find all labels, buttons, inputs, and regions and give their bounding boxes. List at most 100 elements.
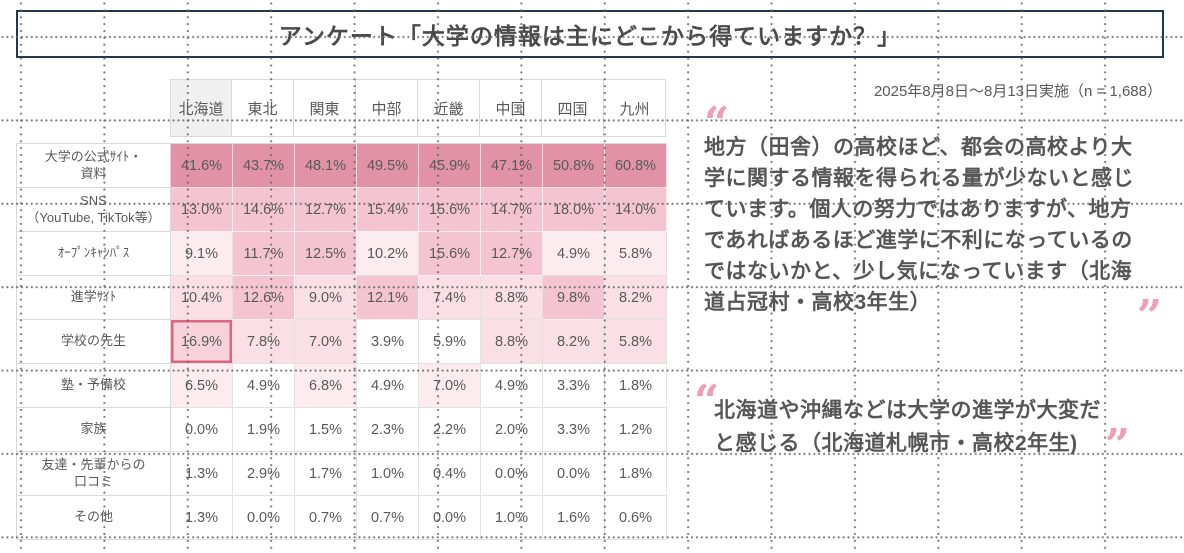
column-header-7: 四国 (542, 79, 604, 137)
heat-cell: 12.7% (295, 188, 357, 232)
heat-cell: 1.5% (295, 408, 357, 452)
heat-cell: 6.5% (171, 364, 233, 408)
heat-cell: 0.7% (295, 496, 357, 540)
close-quote-icon: ” (1104, 420, 1130, 471)
heat-cell: 8.8% (481, 320, 543, 364)
column-header-8: 九州 (604, 79, 666, 137)
heat-cell: 7.0% (419, 364, 481, 408)
heat-cell: 1.0% (357, 452, 419, 496)
open-quote-icon: “ (694, 376, 720, 427)
heat-cell: 1.8% (605, 452, 667, 496)
heat-cell: 47.1% (481, 144, 543, 188)
table-corner-spacer (16, 79, 170, 137)
heat-cell: 10.4% (171, 276, 233, 320)
heatmap-body: 大学の公式ｻｲﾄ・ 資料 41.6% 43.7% 48.1% 49.5% 45.9% 47.… (16, 143, 667, 540)
heat-cell: 0.0% (543, 452, 605, 496)
heat-cell: 2.3% (357, 408, 419, 452)
heat-cell: 1.3% (171, 452, 233, 496)
heat-cell: 1.0% (481, 496, 543, 540)
column-header-4: 中部 (356, 79, 418, 137)
open-quote-icon: “ (704, 98, 730, 149)
heat-cell: 9.1% (171, 232, 233, 276)
heat-cell: 7.0% (295, 320, 357, 364)
heat-cell: 15.6% (419, 232, 481, 276)
row-label: ｵｰﾌﾟﾝｷｬﾝﾊﾟｽ (17, 232, 171, 276)
heat-cell: 12.7% (481, 232, 543, 276)
heat-cell: 14.6% (233, 188, 295, 232)
heat-cell: 0.4% (419, 452, 481, 496)
heat-cell: 60.8% (605, 144, 667, 188)
heat-cell: 5.8% (605, 232, 667, 276)
heat-cell: 15.4% (357, 188, 419, 232)
quote-1-text: 地方（田舎）の高校ほど、都会の高校より大学に関する情報を得られる量が少ないと感じ… (704, 136, 1134, 314)
heat-cell: 12.5% (295, 232, 357, 276)
heat-cell: 6.8% (295, 364, 357, 408)
column-header-6: 中国 (480, 79, 542, 137)
heat-cell: 2.0% (481, 408, 543, 452)
heat-cell: 0.0% (171, 408, 233, 452)
heat-cell: 1.6% (543, 496, 605, 540)
row-label: 進学ｻｲﾄ (17, 276, 171, 320)
survey-meta: 2025年8月8日～8月13日実施（n = 1,688） (873, 83, 1162, 100)
heat-cell: 9.0% (295, 276, 357, 320)
column-header-2: 東北 (232, 79, 294, 137)
heat-cell: 0.0% (419, 496, 481, 540)
heat-cell: 11.7% (233, 232, 295, 276)
quote-2: “ 北海道や沖縄などは大学の進学が大変だと感じる（北海道札幌市・高校2年生) ” (694, 376, 1166, 468)
heat-cell: 5.9% (419, 320, 481, 364)
heat-cell: 50.8% (543, 144, 605, 188)
column-header-3: 関東 (294, 79, 356, 137)
close-quote-icon: ” (1136, 291, 1162, 342)
heat-cell: 9.8% (543, 276, 605, 320)
heat-cell: 10.2% (357, 232, 419, 276)
heat-cell: 5.8% (605, 320, 667, 364)
heat-cell: 15.6% (419, 188, 481, 232)
heat-cell: 4.9% (543, 232, 605, 276)
column-header-5: 近畿 (418, 79, 480, 137)
heat-cell: 7.4% (419, 276, 481, 320)
row-label: 家族 (17, 408, 171, 452)
heat-cell: 2.9% (233, 452, 295, 496)
heat-cell: 1.3% (171, 496, 233, 540)
heat-cell: 2.2% (419, 408, 481, 452)
heatmap-header-row: 北海道 東北 関東 中部 近畿 中国 四国 九州 (16, 79, 666, 137)
heat-cell: 1.2% (605, 408, 667, 452)
heat-cell: 4.9% (357, 364, 419, 408)
survey-title: アンケート「大学の情報は主にどこから得ていますか？」 (278, 23, 902, 49)
row-label: 塾・予備校 (17, 364, 171, 408)
heat-cell: 3.3% (543, 364, 605, 408)
heat-cell: 49.5% (357, 144, 419, 188)
heat-cell: 8.2% (543, 320, 605, 364)
row-label: その他 (17, 496, 171, 540)
column-header-1: 北海道 (170, 79, 232, 137)
heat-cell: 7.8% (233, 320, 295, 364)
heat-cell: 14.0% (605, 188, 667, 232)
row-label: 大学の公式ｻｲﾄ・ 資料 (17, 144, 171, 188)
heat-cell: 14.7% (481, 188, 543, 232)
quote-2-text: 北海道や沖縄などは大学の進学が大変だと感じる（北海道札幌市・高校2年生) (714, 399, 1101, 455)
heat-cell: 43.7% (233, 144, 295, 188)
heat-cell: 3.3% (543, 408, 605, 452)
heat-cell: 12.1% (357, 276, 419, 320)
heat-cell: 1.9% (233, 408, 295, 452)
heat-cell: 1.7% (295, 452, 357, 496)
highlighted-heat-cell: 16.9% (171, 320, 233, 364)
heat-cell: 8.2% (605, 276, 667, 320)
heat-cell: 12.6% (233, 276, 295, 320)
heat-cell: 8.8% (481, 276, 543, 320)
heat-cell: 3.9% (357, 320, 419, 364)
row-label: 友達・先輩からの 口コミ (17, 452, 171, 496)
heat-cell: 4.9% (233, 364, 295, 408)
heat-cell: 13.0% (171, 188, 233, 232)
heat-cell: 0.0% (233, 496, 295, 540)
heat-cell: 45.9% (419, 144, 481, 188)
heat-cell: 0.6% (605, 496, 667, 540)
heat-cell: 48.1% (295, 144, 357, 188)
heat-cell: 18.0% (543, 188, 605, 232)
heat-cell: 0.0% (481, 452, 543, 496)
survey-title-box: アンケート「大学の情報は主にどこから得ていますか？」 (16, 10, 1164, 58)
heat-cell: 1.8% (605, 364, 667, 408)
row-label: SNS （YouTube, TikTok等） (17, 188, 171, 232)
heat-cell: 0.7% (357, 496, 419, 540)
